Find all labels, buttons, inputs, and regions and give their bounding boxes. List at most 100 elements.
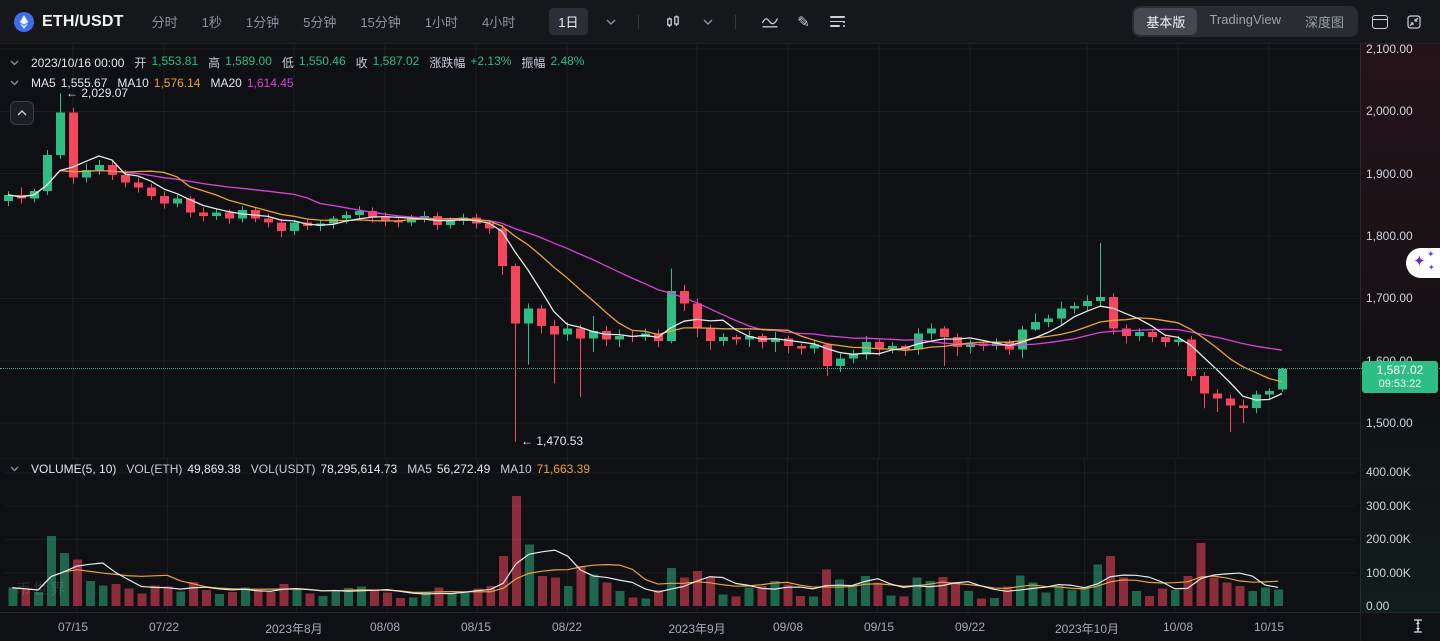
- volume-bar: [563, 586, 573, 607]
- time-axis[interactable]: [0, 612, 1440, 641]
- indicators-icon[interactable]: [758, 10, 782, 34]
- tab-TradingView[interactable]: TradingView: [1209, 12, 1281, 27]
- volume-pane[interactable]: [0, 458, 1360, 612]
- tab-基本版[interactable]: 基本版: [1134, 8, 1198, 35]
- volume-bar: [47, 536, 57, 607]
- ai-assistant-button[interactable]: ✦ ✦ ✦: [1406, 248, 1440, 278]
- volume-axis-label: 400.00K: [1366, 465, 1411, 479]
- volume-bar: [1093, 564, 1103, 607]
- price-ma5-line: [7, 155, 1283, 401]
- collapse-fullscreen-icon[interactable]: [1402, 10, 1426, 34]
- draw-pencil-icon[interactable]: ✎: [797, 13, 810, 31]
- volume-bar: [705, 576, 715, 607]
- volume-bar: [189, 582, 199, 607]
- watermark: 币世界: [16, 581, 68, 598]
- volume-bar: [318, 596, 328, 607]
- volume-bar: [1144, 596, 1154, 607]
- time-axis-label: 09/15: [863, 620, 895, 634]
- settings-list-icon[interactable]: [826, 10, 850, 34]
- chart-mode-tabs: 基本版 TradingView 深度图: [1132, 6, 1358, 37]
- timeframe-1小时[interactable]: 1小时: [424, 15, 459, 30]
- close-value: 1,587.02: [372, 54, 420, 68]
- vol-usdt-value: 78,295,614.73: [320, 462, 398, 476]
- price-scale[interactable]: [1360, 44, 1440, 612]
- volume-bar: [680, 577, 689, 607]
- timeframe-active[interactable]: 1日: [549, 8, 588, 35]
- volume-bar: [1067, 590, 1077, 607]
- time-axis-label: 09/22: [954, 620, 986, 634]
- timeframe-分时[interactable]: 分时: [151, 15, 178, 30]
- chevron-down-icon[interactable]: [10, 60, 19, 66]
- candle: [186, 198, 195, 213]
- volume-bar: [1170, 590, 1180, 607]
- volume-bar: [899, 596, 909, 607]
- candle: [706, 328, 715, 341]
- chart-style-chevron-down-icon[interactable]: [703, 19, 713, 25]
- candle: [173, 198, 182, 204]
- symbol-header: ETH/USDT: [14, 11, 124, 32]
- candle: [524, 308, 533, 324]
- candle: [1109, 297, 1118, 329]
- candle: [537, 308, 546, 326]
- chart-style-candle-icon[interactable]: [661, 10, 685, 34]
- volume-bar: [886, 595, 896, 607]
- volume-bar: [847, 586, 857, 607]
- sparkle-icon: ✦: [1427, 249, 1435, 259]
- vol-usdt-label: VOL(USDT): [250, 462, 316, 476]
- volume-bar: [1183, 576, 1193, 607]
- candle: [147, 187, 156, 197]
- candle: [576, 328, 585, 339]
- price-pane[interactable]: [0, 44, 1360, 458]
- volume-bar: [925, 581, 935, 607]
- tab-深度图[interactable]: 深度图: [1304, 15, 1344, 30]
- volume-bar: [266, 592, 276, 607]
- volume-bar: [615, 591, 625, 607]
- candle: [56, 112, 65, 156]
- candle: [381, 217, 390, 222]
- chevron-down-icon[interactable]: [10, 80, 19, 86]
- timeframe-chevron-down-icon[interactable]: [606, 19, 616, 25]
- candle: [862, 342, 871, 355]
- last-price-value: 1,587.02: [1376, 363, 1424, 377]
- volume-bar: [486, 586, 496, 607]
- volume-axis-label: 200.00K: [1366, 532, 1411, 546]
- volume-bar: [408, 597, 418, 607]
- volume-bar: [111, 584, 121, 607]
- volume-bar: [744, 587, 754, 607]
- candle: [290, 222, 299, 232]
- panel-window-icon[interactable]: [1368, 10, 1392, 34]
- high-value: 1,589.00: [225, 54, 272, 68]
- vol-ma5-label: MA5: [407, 462, 432, 476]
- volume-bar: [499, 556, 509, 607]
- vol-eth-label: VOL(ETH): [126, 462, 183, 476]
- timeframe-1分钟[interactable]: 1分钟: [245, 15, 280, 30]
- candle: [784, 338, 793, 346]
- volume-bar: [809, 596, 819, 607]
- chart-area: 2023/10/16 00:00 开 1,553.81 高 1,589.00 低 1,…: [0, 42, 1440, 641]
- timeframe-1秒[interactable]: 1秒: [201, 15, 222, 30]
- candle: [1187, 339, 1196, 376]
- candle: [264, 218, 273, 223]
- candle: [953, 337, 962, 348]
- volume-legend: VOLUME(5, 10) VOL(ETH) 49,869.38 VOL(USDT…: [10, 462, 590, 476]
- volume-bar: [1002, 586, 1012, 607]
- timeframe-5分钟[interactable]: 5分钟: [303, 15, 337, 30]
- vol-ma5-value: 56,272.49: [436, 462, 491, 476]
- measure-ibeam-icon[interactable]: [1410, 618, 1426, 639]
- volume-bar: [240, 587, 250, 607]
- volume-bar: [822, 569, 832, 607]
- timeframe-15分钟[interactable]: 15分钟: [360, 15, 401, 30]
- volume-bar: [1132, 591, 1141, 607]
- volume-axis-label: 100.00K: [1366, 565, 1411, 580]
- candle: [966, 343, 975, 348]
- chevron-down-icon[interactable]: [10, 466, 19, 472]
- volume-bar: [912, 577, 922, 607]
- change-value: +2.13%: [470, 54, 512, 68]
- collapse-legend-button[interactable]: [10, 101, 34, 125]
- volume-bar: [21, 590, 31, 607]
- volume-title: VOLUME(5, 10): [31, 462, 117, 476]
- volume-bar: [770, 581, 780, 607]
- timeframe-4小时[interactable]: 4小时: [482, 15, 516, 30]
- price-ma10-line: [7, 169, 1283, 383]
- candle: [251, 209, 260, 219]
